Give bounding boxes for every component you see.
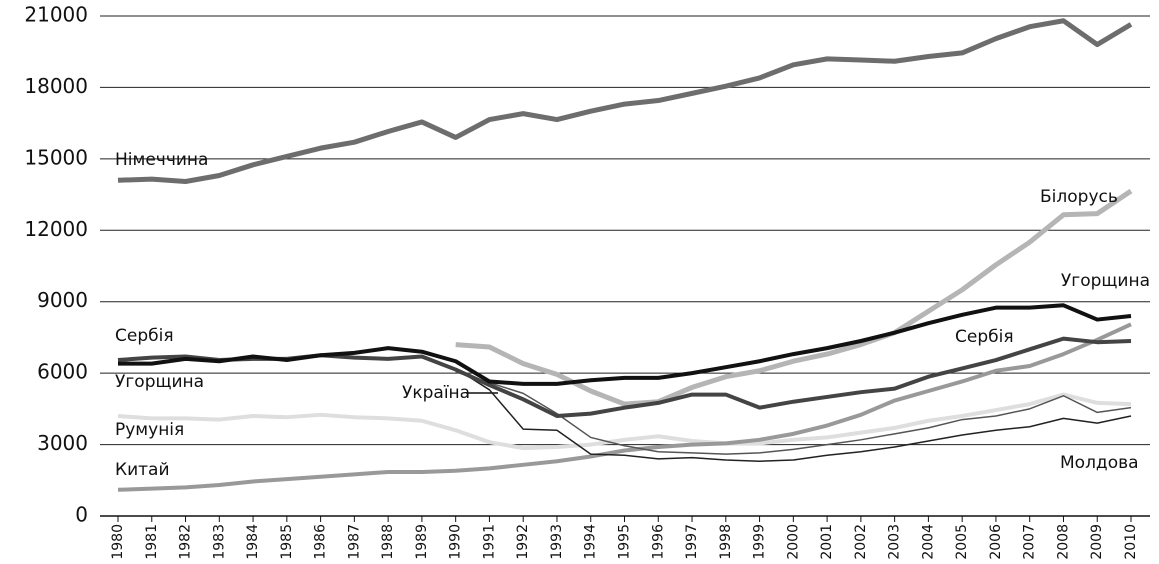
series-label: Угорщина (115, 372, 204, 392)
y-tick-label: 12000 (24, 217, 88, 241)
x-tick-label: 1983 (211, 524, 227, 560)
x-tick-label: 2009 (1089, 524, 1105, 560)
series-label: Сербія (955, 327, 1014, 347)
series-label: Білорусь (1040, 187, 1118, 207)
x-tick-label: 2010 (1123, 524, 1139, 560)
x-tick-label: 1989 (414, 524, 430, 560)
y-tick-label: 0 (75, 503, 88, 527)
series-line (455, 371, 1132, 455)
x-tick-label: 2005 (954, 524, 970, 560)
series-label: Китай (115, 460, 170, 480)
x-tick-label: 1996 (650, 524, 666, 560)
y-tick-label: 9000 (37, 288, 88, 312)
series-line (117, 18, 1133, 184)
y-tick-label: 6000 (37, 360, 88, 384)
x-tick-label: 1985 (279, 524, 295, 560)
x-tick-label: 1997 (684, 524, 700, 560)
x-tick-label: 2000 (785, 524, 801, 560)
series-label: Сербія (115, 326, 174, 346)
series-label: Україна (402, 383, 470, 403)
x-tick-label: 1994 (583, 524, 599, 560)
x-tick-label: 2006 (988, 524, 1004, 560)
x-tick-label: 1987 (346, 524, 362, 560)
x-tick-label: 2004 (920, 524, 936, 560)
x-tick-label: 1990 (448, 524, 464, 560)
y-tick-label: 15000 (24, 145, 88, 169)
series-line (455, 367, 1132, 462)
x-tick-label: 1988 (380, 524, 396, 560)
x-tick-label: 2001 (819, 524, 835, 560)
y-tick-label: 21000 (24, 3, 88, 27)
series-line (117, 322, 1132, 492)
series-label: Молдова (1060, 453, 1139, 473)
x-tick-label: 1999 (752, 524, 768, 560)
series-line (455, 188, 1133, 407)
x-tick-label: 1981 (144, 524, 160, 560)
x-tick-label: 1992 (515, 524, 531, 560)
series-label: Німеччина (115, 150, 208, 170)
x-tick-label: 2003 (887, 524, 903, 560)
x-tick-label: 1998 (718, 524, 734, 560)
x-tick-label: 1980 (110, 524, 126, 560)
x-tick-label: 1993 (549, 524, 565, 560)
x-tick-label: 1982 (178, 524, 194, 560)
series-line (118, 303, 1132, 386)
x-tick-label: 1984 (245, 524, 261, 560)
x-tick-label: 2002 (853, 524, 869, 560)
x-tick-label: 1986 (313, 524, 329, 560)
x-tick-label: 1995 (617, 524, 633, 560)
y-tick-label: 3000 (37, 431, 88, 455)
series-line (117, 392, 1132, 451)
x-tick-label: 1991 (481, 524, 497, 560)
x-tick-label: 2007 (1022, 524, 1038, 560)
series-label: Румунія (115, 420, 184, 440)
y-tick-label: 18000 (24, 74, 88, 98)
series-label: Угорщина (1061, 271, 1150, 291)
x-tick-label: 2008 (1055, 524, 1071, 560)
